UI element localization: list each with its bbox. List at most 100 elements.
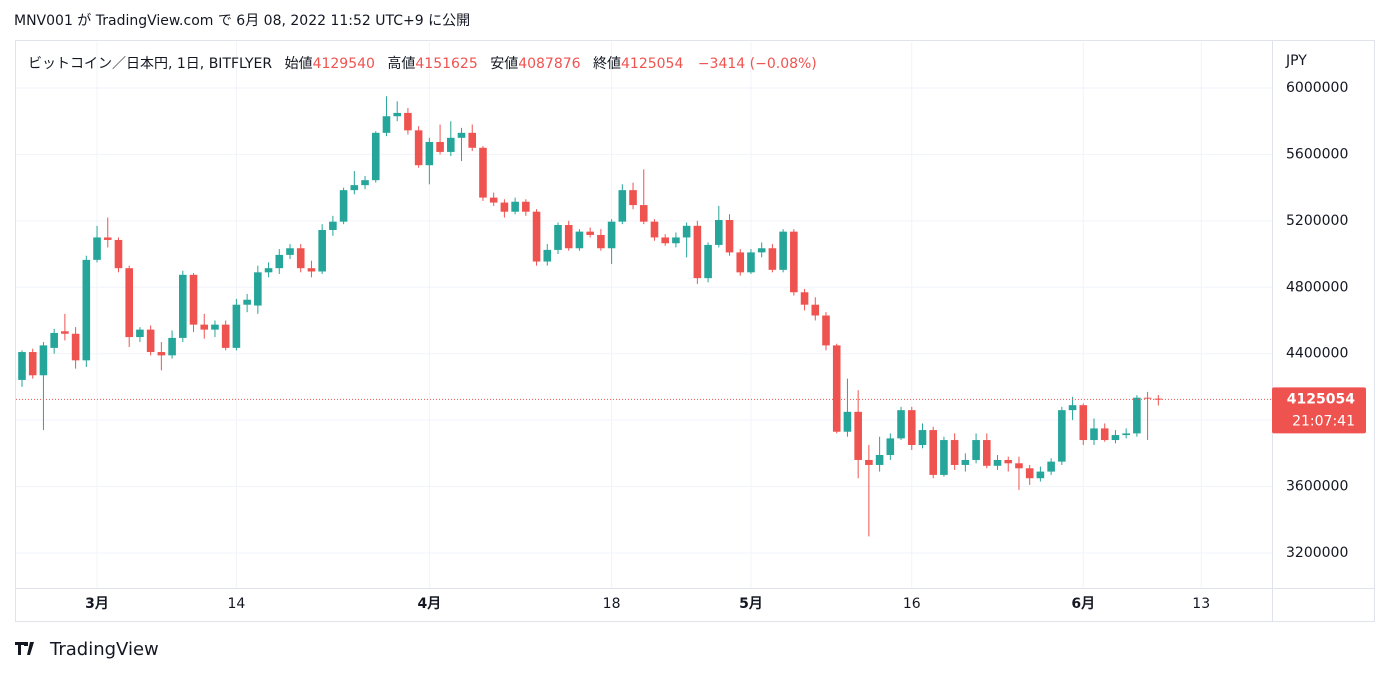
candle-body (747, 252, 755, 273)
y-tick-label: 4800000 (1286, 279, 1348, 295)
candle-body (639, 205, 648, 222)
x-tick-label: 13 (1192, 596, 1210, 612)
y-tick-label: 4400000 (1286, 346, 1348, 362)
candle-body (254, 272, 262, 306)
candle-body (725, 220, 734, 253)
x-tick-label: 4月 (417, 596, 441, 612)
candle-body (318, 229, 326, 272)
candle-body (607, 221, 616, 249)
candle-body (1068, 405, 1077, 411)
candle-body (447, 137, 455, 152)
candle-body (1154, 398, 1163, 400)
candle-body (704, 244, 712, 279)
candle-body (457, 132, 466, 138)
change: −3414 (−0.08%) (698, 56, 817, 72)
candle-body (93, 237, 101, 260)
candle-body (715, 220, 723, 245)
high-value: 4151625 (415, 56, 477, 72)
x-tick-label: 18 (603, 596, 621, 612)
candle-body (1143, 397, 1152, 399)
y-tick-label: 3200000 (1286, 545, 1348, 561)
candle-body (650, 221, 659, 238)
close-label: 終値 (593, 56, 621, 72)
candle-body (822, 315, 830, 346)
candle-body (511, 201, 519, 212)
candle-body (211, 324, 219, 330)
open-value: 4129540 (313, 56, 375, 72)
candle-body (136, 329, 144, 338)
candle-body (672, 237, 680, 244)
candle-body (168, 337, 176, 356)
candle-body (500, 202, 509, 212)
candle-body (339, 190, 348, 222)
legend: ビットコイン／日本円, 1日, BITFLYER 始値4129540 高値415… (28, 55, 817, 72)
x-tick-label: 16 (903, 596, 921, 612)
candle-body (629, 190, 637, 206)
candle-body (371, 132, 380, 181)
candle-body (543, 249, 552, 262)
symbol: ビットコイン／日本円, 1日, BITFLYER (28, 56, 272, 72)
candle-body (179, 274, 187, 338)
logo-icon (15, 642, 34, 655)
candle-body (1133, 397, 1141, 434)
y-tick-label: 3600000 (1286, 479, 1348, 495)
candle-body (425, 141, 434, 166)
x-tick-label: 14 (227, 596, 245, 612)
y-tick-label: 5200000 (1286, 213, 1348, 229)
high-label: 高値 (387, 55, 415, 72)
candle-body (50, 332, 58, 348)
candle-body (1111, 435, 1120, 441)
candle-body (790, 231, 798, 293)
candle-body (757, 248, 766, 253)
last-price-label: 4125054 (1287, 391, 1355, 407)
candle-body (983, 440, 991, 466)
candle-body (350, 185, 359, 191)
candle-body (146, 329, 155, 353)
low-label: 安値 (490, 56, 518, 72)
candle-body (1036, 471, 1045, 479)
candle-body (71, 333, 80, 361)
candle-body (286, 248, 294, 255)
low-value: 4087876 (518, 56, 580, 72)
candle-body (221, 324, 230, 348)
candle-body (875, 454, 884, 465)
candle-body (189, 274, 198, 325)
y-tick-label: 6000000 (1286, 80, 1348, 96)
candle-body (950, 440, 959, 465)
candles (16, 96, 1272, 537)
candle-body (275, 254, 284, 269)
published-note: MNV001 が TradingView.com で 6月 08, 2022 1… (14, 13, 470, 29)
y-tick-label: 5600000 (1286, 146, 1348, 162)
candle-body (157, 352, 166, 356)
candle-body (393, 112, 401, 117)
candle-body (200, 324, 209, 330)
candle-body (243, 299, 251, 305)
candle-body (532, 211, 541, 262)
logo: TradingView (15, 639, 159, 660)
candle-body (264, 268, 273, 273)
candle-body (1100, 428, 1109, 441)
candle-body (18, 352, 26, 380)
candle-body (929, 430, 937, 475)
candle-body (307, 268, 316, 272)
candle-body (1004, 459, 1013, 464)
candle-body (843, 411, 852, 432)
candle-body (779, 231, 787, 270)
candle-body (993, 459, 1002, 466)
candle-body (961, 459, 970, 465)
candle-body (800, 292, 809, 305)
candle-body (522, 201, 530, 212)
candle-body (103, 237, 112, 240)
candle-body (907, 410, 916, 446)
candle-body (361, 180, 369, 186)
candle-body (114, 239, 123, 269)
candle-body (28, 352, 37, 376)
candle-body (414, 130, 423, 166)
countdown: 21:07:41 (1292, 413, 1355, 429)
x-tick-label: 5月 (739, 596, 763, 612)
candle-body (682, 225, 691, 238)
candle-body (489, 197, 498, 203)
candle-body (1058, 410, 1066, 462)
x-tick-label: 3月 (85, 596, 109, 612)
candle-body (1122, 433, 1130, 436)
